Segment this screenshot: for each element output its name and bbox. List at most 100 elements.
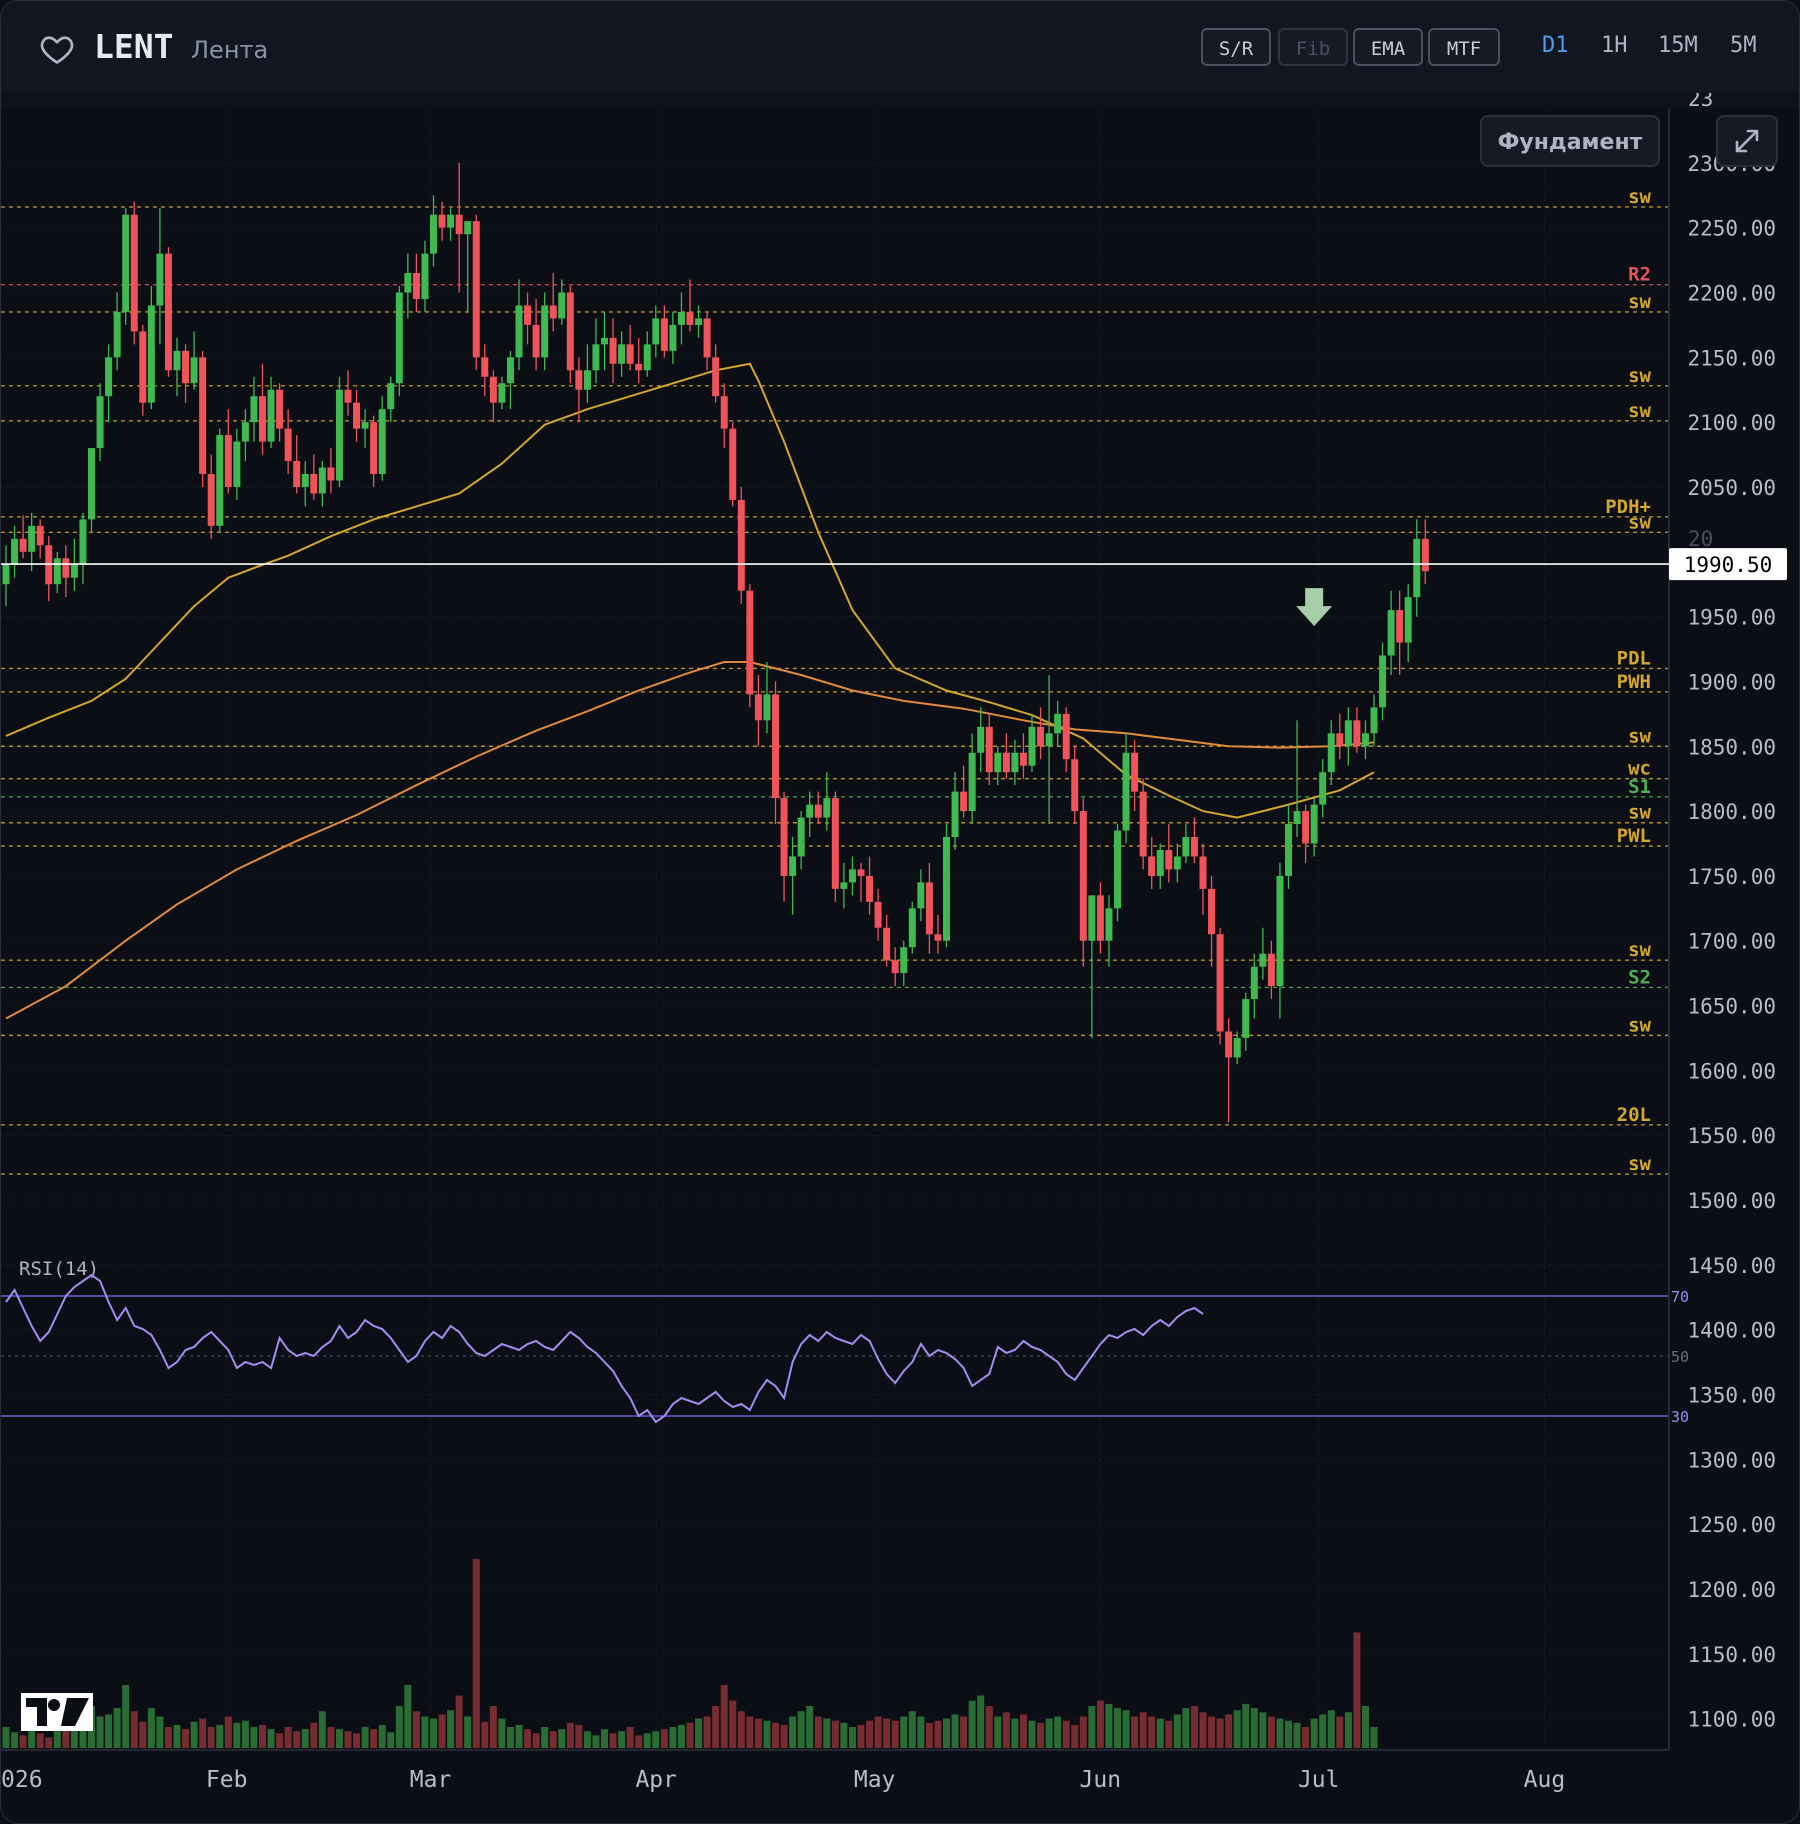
candle-body [250, 396, 258, 423]
candle-body [318, 467, 326, 494]
volume-bar [310, 1722, 318, 1748]
level-label: sw [1628, 291, 1651, 313]
ema-toggle-button[interactable]: EMA [1353, 28, 1423, 66]
candle-body [977, 726, 985, 753]
timeframe-1h[interactable]: 1H [1601, 33, 1628, 58]
candle-body [498, 383, 506, 403]
volume-bar [1276, 1718, 1284, 1748]
price-tick-label: 2150.00 [1687, 346, 1776, 370]
volume-bar [1071, 1724, 1079, 1748]
fib-toggle-button[interactable]: Fib [1278, 28, 1348, 66]
volume-bar [156, 1716, 164, 1748]
candle-body [669, 324, 677, 351]
candle-body [635, 363, 643, 371]
volume-bar [45, 1737, 53, 1748]
level-label: sw [1628, 511, 1651, 533]
volume-bar [1088, 1706, 1096, 1748]
timeframe-d1[interactable]: D1 [1542, 33, 1569, 58]
price-tick-label: 1250.00 [1687, 1513, 1776, 1537]
volume-bar [28, 1729, 36, 1748]
price-chart[interactable]: swR2swswswPDH+swPDLPWHswwcS1swPWLswS2sw2… [1, 93, 1800, 1823]
level-label: wc [1628, 758, 1651, 780]
chart-header: LENT Лента S/R Fib EMA MTF D1 1H 15M 5M [1, 1, 1799, 94]
candle-body [1344, 720, 1352, 747]
volume-bar [823, 1718, 831, 1748]
ema-slow-line [5, 661, 1375, 1020]
expand-button[interactable] [1716, 115, 1778, 167]
timeframe-5m[interactable]: 5M [1730, 33, 1757, 58]
candle-body [789, 856, 797, 876]
price-axis: 2300.002250.002200.002150.002100.002050.… [1, 93, 1787, 1750]
candle-body [626, 344, 634, 364]
candle-body [601, 337, 608, 345]
candle-body [780, 798, 788, 876]
candle-body [1148, 856, 1156, 876]
sr-toggle-button[interactable]: S/R [1201, 28, 1271, 66]
mtf-toggle-button[interactable]: MTF [1428, 28, 1500, 66]
chart-grid [1, 93, 1799, 1750]
volume-bar [2, 1727, 10, 1748]
volume-bar [1114, 1708, 1121, 1748]
candle-body [943, 837, 950, 941]
candle-body [814, 804, 822, 818]
level-label: PDH+ [1605, 496, 1651, 518]
candle-body [370, 422, 378, 475]
level-label: PWH [1617, 671, 1651, 693]
volume-bar [1096, 1700, 1104, 1748]
volume-bar [207, 1727, 215, 1748]
price-tick-label-partial: 23 [1688, 93, 1713, 111]
volume-bar [1250, 1708, 1258, 1748]
candle-body [1173, 856, 1181, 870]
volume-bar [635, 1735, 643, 1748]
volume-bar [105, 1714, 113, 1748]
volume-bar [934, 1720, 942, 1748]
volume-bar [472, 1559, 480, 1748]
price-tick-label: 1400.00 [1687, 1319, 1776, 1343]
candle-body [797, 817, 805, 857]
candle-body [1250, 966, 1258, 1000]
volume-bar [1182, 1708, 1190, 1748]
volume-bar [840, 1722, 848, 1748]
volume-bar [147, 1708, 155, 1748]
rsi-line [5, 1273, 1204, 1424]
candle-body [1062, 713, 1070, 760]
candle-body [1361, 733, 1369, 747]
volume-bar [601, 1729, 608, 1748]
volume-bar [387, 1732, 395, 1748]
candle-body [1045, 733, 1053, 747]
level-label: 20L [1617, 1104, 1651, 1126]
candle-body [908, 908, 916, 948]
volume-bar [1105, 1703, 1113, 1748]
volume-bar [831, 1720, 839, 1748]
volume-bar [643, 1733, 651, 1748]
candle-body [395, 292, 403, 384]
volume-bar [438, 1714, 446, 1748]
volume-bar [848, 1727, 856, 1748]
candle-body [28, 525, 36, 552]
candle-body [703, 318, 711, 358]
volume-bar [609, 1733, 617, 1748]
volume-bar [11, 1732, 19, 1748]
candle-body [840, 882, 848, 889]
volume-bar [190, 1721, 198, 1748]
volume-bar [703, 1716, 711, 1748]
heart-icon[interactable] [39, 31, 75, 67]
timeframe-15m[interactable]: 15M [1658, 33, 1698, 58]
candle-body [301, 474, 309, 487]
candle-body [1079, 811, 1087, 941]
volume-bar [96, 1716, 104, 1748]
price-tick-label: 2100.00 [1687, 411, 1776, 435]
candle-body [549, 305, 557, 319]
level-label: sw [1628, 1014, 1651, 1036]
candle-body [1413, 538, 1421, 598]
fundamentals-button[interactable]: Фундамент [1480, 115, 1660, 167]
volume-bar [293, 1731, 301, 1748]
candle-body [575, 370, 583, 390]
candle-body [583, 370, 591, 390]
volume-bar [1259, 1712, 1267, 1748]
candle-body [1182, 837, 1190, 857]
candle-body [1327, 733, 1335, 773]
level-label: S2 [1628, 966, 1651, 988]
volume-bar [173, 1724, 181, 1748]
candle-body [1310, 804, 1318, 844]
